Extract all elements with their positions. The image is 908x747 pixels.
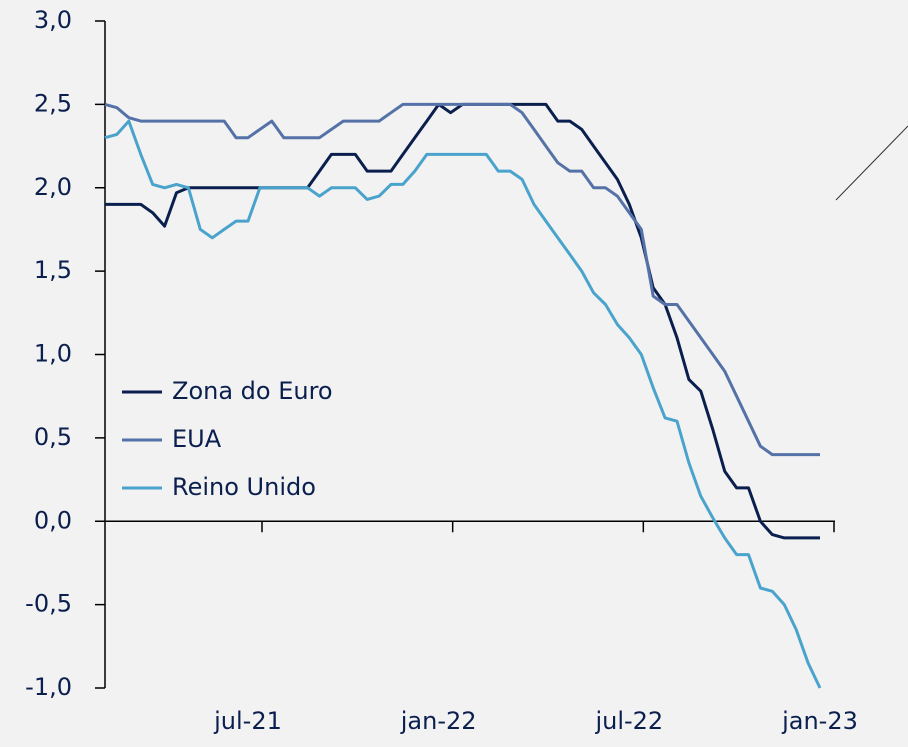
legend-label: Zona do Euro bbox=[172, 377, 333, 405]
y-tick-label: 0,5 bbox=[34, 423, 72, 451]
x-tick-label: jan-23 bbox=[781, 707, 858, 735]
series-line bbox=[104, 102, 820, 457]
legend-label: Reino Unido bbox=[172, 473, 316, 501]
legend-label: EUA bbox=[172, 425, 222, 453]
x-tick-label: jul-21 bbox=[213, 707, 282, 735]
y-tick-label: 0,0 bbox=[34, 506, 72, 534]
y-tick-label: 1,5 bbox=[34, 256, 72, 284]
y-tick-label: 2,0 bbox=[34, 173, 72, 201]
y-tick-label: 3,0 bbox=[34, 6, 72, 34]
y-tick-label: 2,5 bbox=[34, 89, 72, 117]
x-tick-label: jul-22 bbox=[594, 707, 663, 735]
decoration-line bbox=[835, 125, 908, 201]
y-tick-label: -0,5 bbox=[25, 590, 72, 618]
x-tick-label: jan-22 bbox=[400, 707, 477, 735]
series-line bbox=[104, 119, 822, 689]
y-tick-label: 1,0 bbox=[34, 340, 72, 368]
y-tick-label: -1,0 bbox=[25, 673, 72, 701]
